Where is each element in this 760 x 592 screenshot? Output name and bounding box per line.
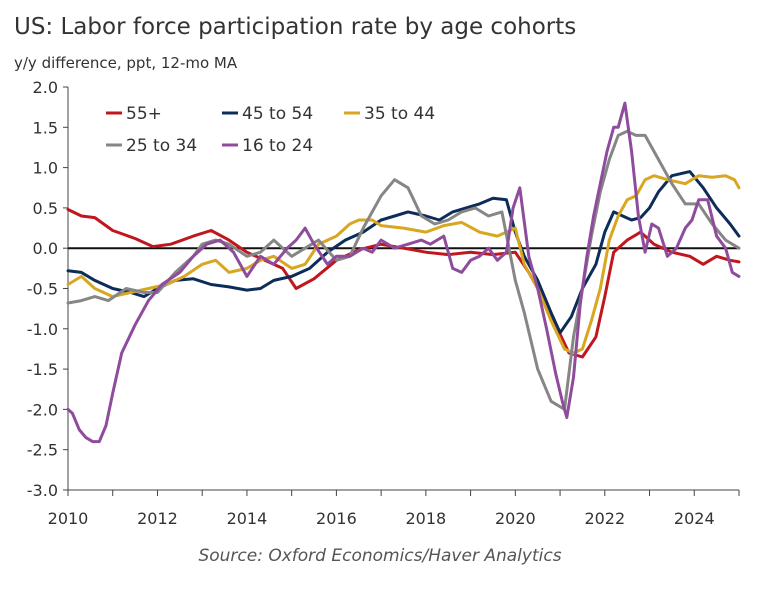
y-tick-label: 0.0: [33, 239, 58, 258]
x-tick-label: 2024: [674, 509, 715, 528]
y-tick-label: -2.0: [27, 400, 58, 419]
y-tick-label: -3.0: [27, 481, 58, 500]
legend-label: 16 to 24: [242, 136, 313, 156]
series-line-45-to-54: [66, 170, 741, 335]
x-tick-label: 2014: [227, 509, 268, 528]
series-line-16-to-24: [66, 101, 741, 444]
y-tick-label: 0.5: [33, 199, 58, 218]
y-tick-label: -0.5: [27, 280, 58, 299]
series-line-35-to-44: [66, 174, 741, 355]
y-tick-label: 1.0: [33, 159, 58, 178]
x-tick-label: 2020: [495, 509, 536, 528]
chart-title: US: Labor force participation rate by ag…: [14, 14, 577, 40]
x-tick-label: 2010: [48, 509, 89, 528]
y-tick-label: -1.5: [27, 360, 58, 379]
legend: 55+ 45 to 54 35 to 44 25 to 34 16 to 24: [106, 104, 435, 156]
legend-label: 55+: [126, 104, 162, 124]
y-tick-label: -1.0: [27, 320, 58, 339]
y-tick-label: 1.5: [33, 118, 58, 137]
chart-source: Source: Oxford Economics/Haver Analytics: [198, 546, 562, 566]
x-tick-label: 2022: [584, 509, 625, 528]
x-tick-label: 2016: [316, 509, 357, 528]
x-tick-label: 2018: [406, 509, 447, 528]
y-tick-label: -2.5: [27, 441, 58, 460]
chart-subtitle: y/y difference, ppt, 12-mo MA: [14, 54, 238, 72]
legend-label: 45 to 54: [242, 104, 313, 124]
axes: 2.0 1.5 1.0 0.5 0.0 -0.5 -1.0 -1.5 -2.0 -2.5 -3.0 2…: [27, 78, 740, 528]
legend-label: 25 to 34: [126, 136, 197, 156]
series-lines: [66, 101, 741, 444]
legend-label: 35 to 44: [364, 104, 435, 124]
x-tick-label: 2012: [137, 509, 178, 528]
y-tick-label: 2.0: [33, 78, 58, 97]
series-line-25-to-34: [66, 129, 741, 411]
